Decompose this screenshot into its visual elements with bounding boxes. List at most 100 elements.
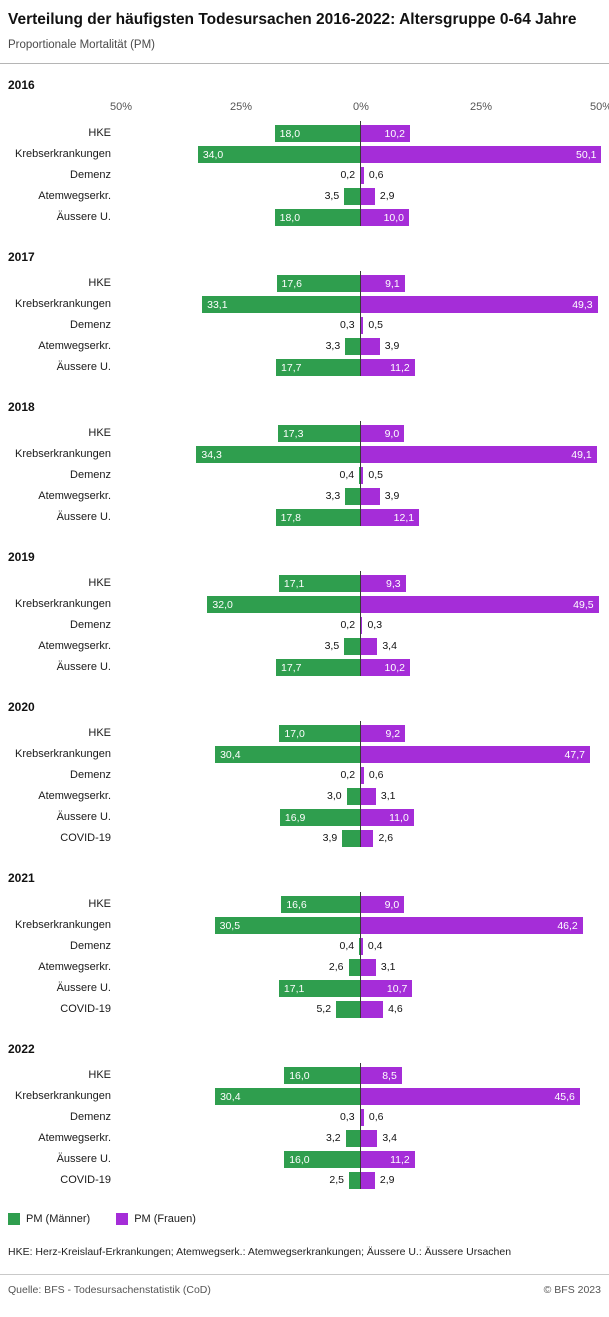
bar-maenner <box>346 788 361 806</box>
bar-frauen <box>361 338 380 356</box>
rows: HKE 16,6 9,0 Krebserkrankungen 30,5 46,2 Demen… <box>8 892 601 1020</box>
value-label: 49,1 <box>571 448 592 461</box>
chart-row: Äussere U. 17,7 11,2 <box>8 357 601 378</box>
year-label: 2018 <box>8 400 35 415</box>
year-section-2018: 2018 HKE 17,3 9,0 Krebserkrankungen 34,3 49,1 D… <box>8 400 601 528</box>
row-plot: 16,9 11,0 <box>121 807 601 828</box>
row-plot: 0,2 0,3 <box>121 615 601 636</box>
value-label: 3,1 <box>380 961 396 974</box>
year-label: 2021 <box>8 871 35 886</box>
category-label: Atemwegserkr. <box>38 640 111 653</box>
value-label: 3,1 <box>380 790 396 803</box>
chart-row: HKE 17,3 9,0 <box>8 423 601 444</box>
bar-frauen <box>361 830 374 848</box>
year-section-2020: 2020 HKE 17,0 9,2 Krebserkrankungen 30,4 47,7 D… <box>8 700 601 849</box>
chart-row: Demenz 0,2 0,6 <box>8 165 601 186</box>
bar-maenner: 17,7 <box>276 359 361 377</box>
row-plot: 17,1 9,3 <box>121 573 601 594</box>
bar-maenner: 32,0 <box>207 596 361 614</box>
value-label: 34,0 <box>202 148 224 161</box>
chart-row: Krebserkrankungen 33,1 49,3 <box>8 294 601 315</box>
value-label: 3,9 <box>384 490 400 503</box>
bar-maenner: 17,6 <box>276 275 361 293</box>
legend-label-frauen: PM (Frauen) <box>134 1213 196 1226</box>
value-label: 30,5 <box>219 919 241 932</box>
chart-row: Atemwegserkr. 3,2 3,4 <box>8 1128 601 1149</box>
category-label: Äussere U. <box>56 1153 111 1166</box>
zero-axis-line <box>360 892 361 1019</box>
year-section-2017: 2017 HKE 17,6 9,1 Krebserkrankungen 33,1 49,3 D… <box>8 250 601 378</box>
value-label: 2,6 <box>328 961 344 974</box>
chart-row: Demenz 0,2 0,3 <box>8 615 601 636</box>
bar-maenner: 16,6 <box>281 896 361 914</box>
bar-maenner: 17,1 <box>278 980 361 998</box>
bar-frauen <box>361 617 363 635</box>
value-label: 8,5 <box>382 1069 397 1082</box>
bar-maenner <box>345 1130 361 1148</box>
chart-row: HKE 17,1 9,3 <box>8 573 601 594</box>
value-label: 0,4 <box>367 940 383 953</box>
header-divider <box>0 63 609 65</box>
chart-row: Äussere U. 17,7 10,2 <box>8 657 601 678</box>
category-label: Krebserkrankungen <box>14 148 111 161</box>
bar-frauen <box>361 1130 378 1148</box>
value-label: 47,7 <box>564 748 585 761</box>
bar-frauen <box>361 938 363 956</box>
row-plot: 0,4 0,4 <box>121 936 601 957</box>
bar-maenner <box>344 638 361 656</box>
value-label: 3,4 <box>382 640 397 653</box>
category-label: Äussere U. <box>56 361 111 374</box>
category-label: HKE <box>88 1069 111 1082</box>
bar-maenner <box>336 1001 361 1019</box>
bar-frauen <box>361 788 376 806</box>
legend-swatch-maenner-icon <box>8 1213 20 1226</box>
bar-maenner: 16,9 <box>279 809 361 827</box>
row-plot: 2,6 3,1 <box>121 957 601 978</box>
legend-item-maenner: PM (Männer) <box>8 1213 90 1226</box>
row-plot: 17,7 10,2 <box>121 657 601 678</box>
chart-row: Krebserkrankungen 30,4 45,6 <box>8 1086 601 1107</box>
category-label: Krebserkrankungen <box>14 448 111 461</box>
chart-row: Krebserkrankungen 34,3 49,1 <box>8 444 601 465</box>
value-label: 18,0 <box>279 211 301 224</box>
category-label: Krebserkrankungen <box>14 298 111 311</box>
bar-maenner: 17,1 <box>278 575 361 593</box>
bar-frauen: 12,1 <box>361 509 420 527</box>
rows: HKE 16,0 8,5 Krebserkrankungen 30,4 45,6 Demen… <box>8 1063 601 1191</box>
chart-row: Demenz 0,4 0,4 <box>8 936 601 957</box>
chart-row: Atemwegserkr. 3,5 2,9 <box>8 186 601 207</box>
chart-row: Äussere U. 17,1 10,7 <box>8 978 601 999</box>
value-label: 46,2 <box>557 919 578 932</box>
row-plot: 30,4 45,6 <box>121 1086 601 1107</box>
row-plot: 3,3 3,9 <box>121 486 601 507</box>
rows: HKE 17,6 9,1 Krebserkrankungen 33,1 49,3 Demen… <box>8 271 601 378</box>
category-label: Äussere U. <box>56 811 111 824</box>
row-plot: 2,5 2,9 <box>121 1170 601 1191</box>
chart-row: Krebserkrankungen 30,4 47,7 <box>8 744 601 765</box>
bar-maenner: 16,0 <box>284 1151 361 1169</box>
category-label: HKE <box>88 427 111 440</box>
bar-frauen: 10,2 <box>361 659 410 677</box>
chart-row: Demenz 0,3 0,6 <box>8 1107 601 1128</box>
footer: Quelle: BFS - Todesursachenstatistik (Co… <box>8 1275 601 1306</box>
value-label: 0,3 <box>367 619 383 632</box>
chart-row: COVID-19 2,5 2,9 <box>8 1170 601 1191</box>
value-label: 0,6 <box>368 169 384 182</box>
bar-maenner: 16,0 <box>284 1067 361 1085</box>
bar-frauen <box>361 1172 375 1190</box>
year-section-2016: 2016 50% 25% 0% 25% 50% HKE 18,0 10,2 Krebserkran… <box>8 78 609 228</box>
value-label: 49,5 <box>573 598 594 611</box>
row-plot: 0,3 0,6 <box>121 1107 601 1128</box>
chart-row: Atemwegserkr. 3,0 3,1 <box>8 786 601 807</box>
row-plot: 32,0 49,5 <box>121 594 601 615</box>
category-label: Äussere U. <box>56 661 111 674</box>
value-label: 17,7 <box>281 661 302 674</box>
bar-frauen: 49,5 <box>361 596 599 614</box>
value-label: 32,0 <box>212 598 233 611</box>
category-label: Demenz <box>70 169 111 182</box>
bar-frauen: 8,5 <box>361 1067 402 1085</box>
rows: HKE 17,1 9,3 Krebserkrankungen 32,0 49,5 Demen… <box>8 571 601 678</box>
chart-body: 2016 50% 25% 0% 25% 50% HKE 18,0 10,2 Krebserkran… <box>8 78 609 1191</box>
chart-row: Atemwegserkr. 3,5 3,4 <box>8 636 601 657</box>
zero-axis-line <box>360 721 361 848</box>
